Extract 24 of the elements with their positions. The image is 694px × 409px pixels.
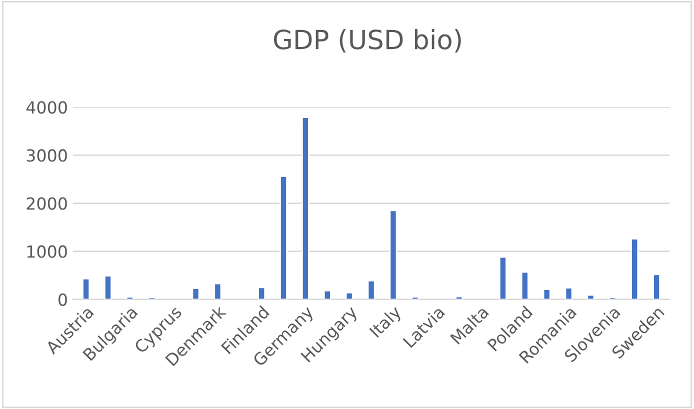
bar <box>586 294 595 300</box>
bar <box>280 176 288 300</box>
bar <box>82 278 90 300</box>
bar <box>542 288 551 300</box>
y-tick-label: 4000 <box>26 101 67 114</box>
bar <box>652 274 661 300</box>
bar <box>323 290 332 300</box>
bar <box>192 288 200 300</box>
y-tick-label: 1000 <box>27 245 67 258</box>
bar <box>498 256 507 300</box>
bar <box>564 287 573 300</box>
y-tick-label: 3000 <box>26 149 67 162</box>
bar <box>301 116 310 300</box>
bar <box>389 210 398 300</box>
chart-title: GDP (USD bio) <box>274 29 461 53</box>
y-tick-label: 0 <box>58 293 67 306</box>
bar <box>258 286 266 300</box>
bar <box>214 282 222 300</box>
y-tick-label: 2000 <box>26 197 67 210</box>
bar <box>367 280 376 300</box>
bar <box>630 238 639 300</box>
bar <box>520 271 529 300</box>
bar <box>345 292 354 300</box>
bar <box>104 275 112 300</box>
